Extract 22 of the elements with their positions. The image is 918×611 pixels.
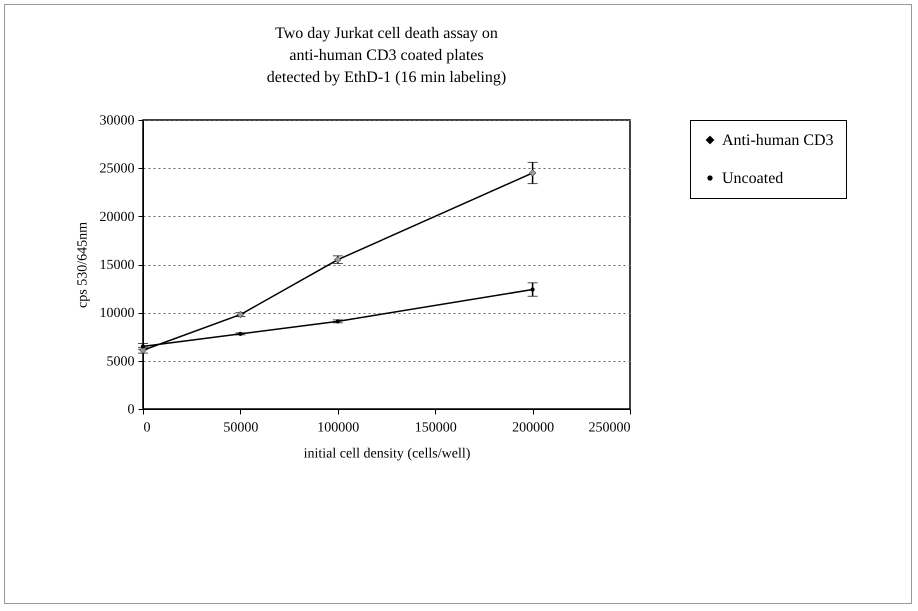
text: anti-human CD3 coated plates [289,47,484,64]
y-tick-label: 30000 [100,114,134,128]
y-tick-label: 20000 [100,210,134,225]
point [528,169,536,177]
y-tick-label: 5000 [106,354,134,370]
point [530,287,535,292]
y-tick-label: 0 [128,402,134,418]
text: detected by EthD-1 (16 min labeling) [266,69,506,86]
y-tick-label: 25000 [100,162,134,177]
x-tick-label: 0 [144,420,150,436]
y-tick-label: 10000 [100,306,134,322]
x-tick-label: 50000 [223,420,258,436]
y-tick-label: 15000 [100,258,134,273]
legend-label: Anti-human CD3 [722,132,834,149]
legend-label: Uncoated [722,170,784,187]
x-tick-label: 250000 [588,420,630,436]
x-tick-label: 100000 [317,420,360,436]
x-tick-label: 150000 [414,420,457,436]
x-axis-title: initial cell density (cells/well) [304,446,471,462]
y-axis-title: cps 530/645nm [76,222,90,308]
x-tick-label: 200000 [512,420,554,436]
text: Two day Jurkat cell death assay on [275,25,498,42]
